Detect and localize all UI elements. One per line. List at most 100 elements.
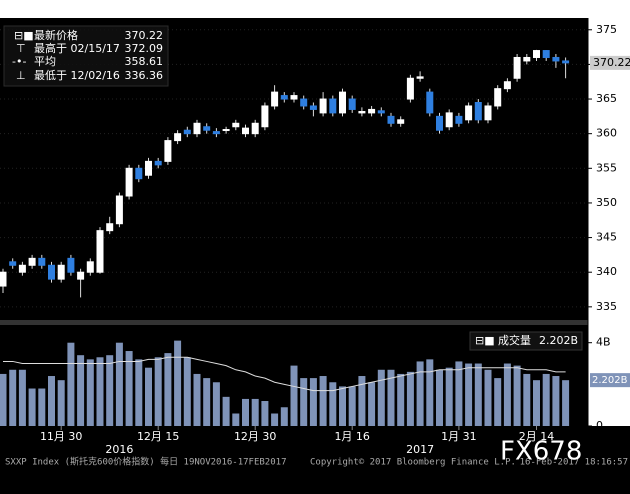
volume-bar bbox=[523, 373, 531, 426]
volume-bar bbox=[368, 382, 376, 426]
candle-body bbox=[494, 88, 502, 107]
volume-bar bbox=[135, 359, 143, 426]
volume-bar bbox=[251, 398, 259, 426]
candle-body bbox=[513, 56, 521, 79]
candle-body bbox=[164, 140, 172, 162]
candle-body bbox=[416, 76, 424, 79]
legend-icon: ⊟■ bbox=[14, 29, 34, 42]
y-tick-label: 345 bbox=[596, 231, 617, 244]
candle-body bbox=[135, 167, 143, 180]
candle-body bbox=[465, 105, 473, 121]
candle-body bbox=[212, 131, 220, 135]
candle-body bbox=[290, 95, 298, 100]
volume-tag bbox=[590, 373, 630, 388]
volume-bar bbox=[174, 340, 182, 426]
volume-bar bbox=[164, 353, 172, 426]
candle-body bbox=[9, 261, 17, 266]
candle-body bbox=[426, 91, 434, 114]
volume-bar bbox=[96, 357, 104, 426]
legend-value: 336.36 bbox=[125, 69, 164, 82]
volume-bar bbox=[222, 396, 230, 426]
volume-bar bbox=[426, 359, 434, 426]
y-tick-label: 350 bbox=[596, 196, 617, 209]
candle-body bbox=[309, 105, 317, 110]
candle-body bbox=[271, 91, 279, 107]
volume-bar bbox=[212, 382, 220, 426]
legend-label: 平均 bbox=[34, 55, 56, 68]
candle-body bbox=[125, 167, 133, 197]
candle-body bbox=[319, 98, 327, 114]
volume-bar bbox=[290, 365, 298, 426]
volume-bar bbox=[154, 357, 162, 426]
volume-legend-value: 2.202B bbox=[539, 334, 578, 347]
candle-body bbox=[455, 115, 463, 124]
candle-body bbox=[329, 98, 337, 114]
y-tick-label: 340 bbox=[596, 265, 617, 278]
candle-body bbox=[232, 122, 240, 128]
candle-body bbox=[358, 111, 366, 114]
candle-body bbox=[387, 115, 395, 124]
timestamp: 16-Feb-2017 18:16:57 bbox=[520, 458, 628, 468]
y-tick-label: 375 bbox=[596, 23, 617, 36]
volume-tag-label: 2.202B bbox=[592, 375, 628, 386]
y-tick-label: 335 bbox=[596, 300, 617, 313]
volume-bar bbox=[416, 361, 424, 426]
volume-bar bbox=[503, 363, 511, 426]
candle-body bbox=[183, 129, 191, 135]
volume-bar bbox=[397, 373, 405, 426]
volume-bar bbox=[193, 373, 201, 426]
volume-legend-label: 成交量 bbox=[498, 333, 531, 347]
volume-legend-box bbox=[469, 331, 583, 351]
volume-bar bbox=[183, 357, 191, 426]
candle-body bbox=[251, 122, 259, 135]
candle-body bbox=[115, 195, 123, 225]
volume-bar bbox=[242, 398, 249, 426]
candle-body bbox=[523, 56, 531, 62]
y-tick-label: 0 bbox=[596, 419, 603, 432]
legend-label: 最新价格 bbox=[34, 28, 78, 42]
x-tick-label: 12月 30 bbox=[234, 430, 277, 443]
y-tick-label: 355 bbox=[596, 161, 617, 174]
volume-bar bbox=[9, 369, 17, 426]
copyright: Copyright© 2017 Bloomberg Finance L.P. bbox=[310, 458, 516, 468]
volume-bar bbox=[513, 365, 521, 426]
volume-bar bbox=[339, 386, 346, 426]
candle-body bbox=[562, 60, 570, 64]
candle-body bbox=[552, 56, 560, 62]
panel-divider bbox=[0, 320, 588, 325]
candle-body bbox=[445, 112, 453, 128]
candle-body bbox=[48, 264, 55, 280]
volume-bar bbox=[358, 376, 366, 426]
volume-bar bbox=[77, 355, 85, 426]
candle-body bbox=[261, 105, 269, 128]
candle-body bbox=[145, 160, 152, 176]
y-tick-label: 365 bbox=[596, 92, 617, 105]
volume-bar bbox=[329, 382, 337, 426]
volume-bar bbox=[348, 386, 356, 426]
legend-label: 最高于 02/15/17 bbox=[34, 41, 120, 55]
watermark: FX678 bbox=[500, 437, 582, 467]
candle-body bbox=[280, 95, 288, 100]
candle-body bbox=[77, 271, 85, 280]
legend-icon: ⊤ bbox=[16, 42, 26, 55]
volume-bar bbox=[271, 413, 279, 426]
volume-bar bbox=[533, 380, 540, 426]
volume-bar bbox=[436, 369, 443, 426]
footer: SXXP Index (斯托克600价格指数) 每日 19NOV2016-17F… bbox=[5, 456, 286, 468]
volume-bar bbox=[280, 407, 288, 426]
volume-bar bbox=[542, 373, 550, 426]
legend-icon: ⊥ bbox=[16, 69, 26, 82]
volume-bar bbox=[28, 388, 36, 426]
legend-box bbox=[3, 25, 169, 87]
volume-bar bbox=[18, 369, 26, 426]
axis-strip bbox=[588, 18, 630, 426]
x-tick-label: 1月 16 bbox=[334, 430, 370, 443]
volume-bar bbox=[455, 361, 463, 426]
candle-body bbox=[368, 108, 376, 114]
y-tick-label: 4B bbox=[596, 336, 611, 349]
candle-body bbox=[484, 105, 492, 121]
volume-bar bbox=[377, 369, 385, 426]
volume-bar bbox=[445, 367, 453, 426]
volume-bar bbox=[125, 351, 133, 426]
